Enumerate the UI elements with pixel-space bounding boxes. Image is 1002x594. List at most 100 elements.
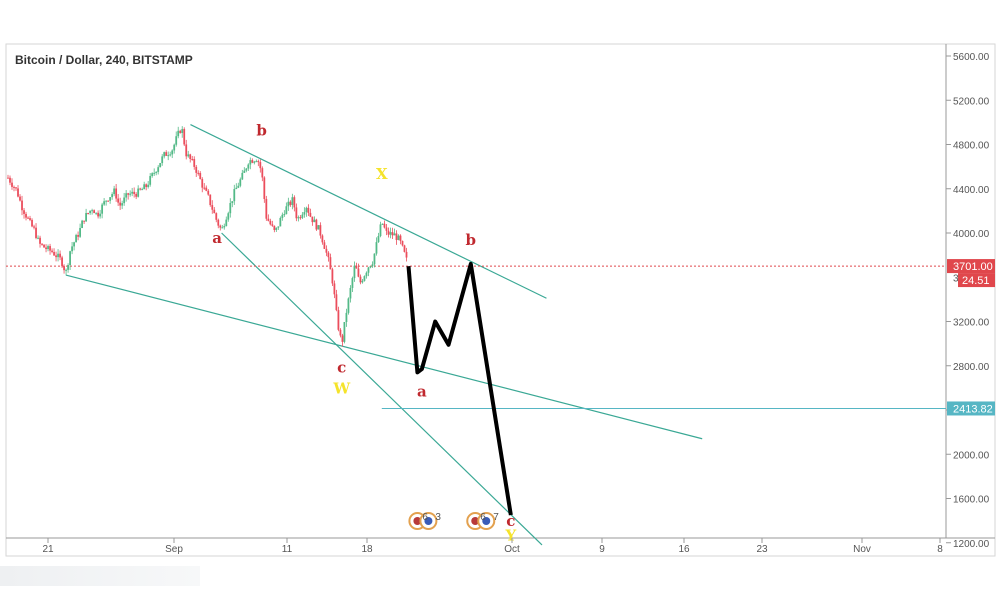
candle-body <box>313 219 316 223</box>
candle-body <box>109 197 112 201</box>
candle-body <box>17 188 19 197</box>
candle-body <box>49 246 51 251</box>
candle-body <box>103 201 106 205</box>
candle-body <box>383 223 386 228</box>
candle-body <box>369 266 372 268</box>
flag-icon <box>424 517 433 525</box>
candle-body <box>203 187 206 189</box>
candle-body <box>357 268 360 277</box>
candle-body <box>205 187 208 191</box>
candle-body <box>277 226 280 228</box>
candle-body <box>341 335 344 342</box>
candle-body <box>305 207 308 213</box>
candle-body <box>131 191 134 194</box>
y-tick-label: 1600.00 <box>953 495 990 506</box>
candle-body <box>231 201 234 203</box>
candle-body <box>199 173 202 180</box>
flag-icon <box>471 517 480 525</box>
wave-label: b <box>256 122 267 140</box>
candle-body <box>55 255 57 258</box>
candle-body <box>325 248 328 253</box>
candle-body <box>107 200 110 202</box>
candle-body <box>385 227 388 231</box>
candle-body <box>209 194 212 206</box>
candle-body <box>327 252 330 258</box>
candle-body <box>297 217 300 219</box>
candle-body <box>31 219 33 227</box>
projection-path <box>406 261 513 516</box>
candle-body <box>377 236 380 243</box>
candle-body <box>365 272 368 277</box>
candle-body <box>91 210 94 212</box>
candle-body <box>195 166 198 173</box>
candle-body <box>183 129 186 145</box>
candle-body <box>343 321 346 342</box>
candle-body <box>379 224 382 237</box>
wave-label: a <box>417 383 427 401</box>
candle-body <box>135 193 138 197</box>
bottom-strip <box>0 566 200 586</box>
candle-body <box>27 217 29 219</box>
candle-body <box>241 172 244 180</box>
candle-body <box>99 213 102 217</box>
candle-body <box>123 197 126 204</box>
candle-body <box>295 207 298 219</box>
candle-body <box>255 161 258 163</box>
wave-label: a <box>212 229 222 247</box>
event-count-label: 7 <box>493 512 499 523</box>
candle-body <box>331 269 334 284</box>
candle-body <box>29 218 31 220</box>
candle-body <box>239 179 242 186</box>
candle-body <box>181 129 184 133</box>
candle-body <box>25 213 27 218</box>
x-tick-label: 18 <box>361 544 373 555</box>
y-tick-label: 4800.00 <box>953 141 990 152</box>
candle-body <box>21 200 23 211</box>
candle-body <box>217 219 220 226</box>
candle-body <box>391 232 394 236</box>
candle-body <box>265 198 268 219</box>
candle-body <box>173 144 176 151</box>
candle-body <box>333 283 336 295</box>
candle-body <box>213 209 216 214</box>
candle-body <box>155 171 158 173</box>
candle-body <box>263 177 266 199</box>
candle-body <box>165 152 168 156</box>
candle-body <box>347 298 350 313</box>
wave-label: c <box>337 358 346 376</box>
event-count-label: 6 <box>480 512 486 523</box>
candle-body <box>7 177 9 179</box>
candle-body <box>211 205 214 210</box>
candle-body <box>355 265 358 269</box>
candle-body <box>73 242 75 247</box>
candle-body <box>321 235 324 243</box>
candle-body <box>237 185 240 188</box>
candle-body <box>121 203 124 206</box>
axes-layer: 5600.00 5200.00 4800.00 4400.00 4000.00 3200.… <box>42 52 995 555</box>
candle-body <box>117 198 120 203</box>
candle-body <box>301 214 304 218</box>
candle-body <box>119 202 122 206</box>
countdown-tag <box>958 273 995 288</box>
wave-label: Y <box>504 527 516 545</box>
y-tick-label: 2000.00 <box>953 450 990 461</box>
candle-body <box>233 189 236 202</box>
candle-body <box>187 154 190 157</box>
candle-body <box>151 173 154 177</box>
candle-body <box>95 212 98 214</box>
candle-body <box>361 280 364 283</box>
candle-body <box>271 224 274 226</box>
candle-body <box>59 253 61 258</box>
candle-body <box>171 150 174 155</box>
candle-body <box>349 287 352 299</box>
level-price-tag <box>947 401 995 416</box>
candle-body <box>143 184 146 190</box>
candle-body <box>101 204 104 214</box>
candle-body <box>125 193 128 198</box>
candle-body <box>303 212 306 215</box>
candle-body <box>69 251 71 266</box>
current-price-tag <box>947 259 995 274</box>
candle-body <box>319 225 322 236</box>
